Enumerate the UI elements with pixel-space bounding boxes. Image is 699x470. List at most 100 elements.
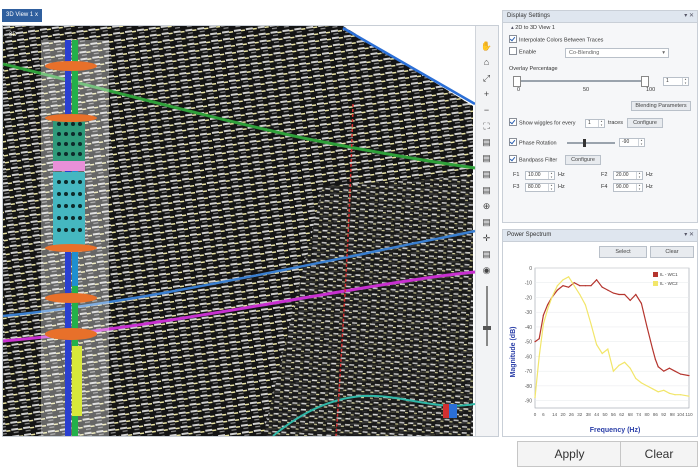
data-point — [568, 276, 570, 278]
wiggles-option[interactable]: Show wiggles for every — [509, 118, 576, 128]
panel-controls-icon[interactable]: ▾ ✕ — [684, 13, 694, 19]
layer-icon[interactable]: ▤ — [482, 249, 491, 259]
x-tick-label: 80 — [644, 412, 650, 417]
x-tick-label: 92 — [661, 412, 667, 417]
close-icon[interactable]: x — [35, 12, 38, 18]
slider-max-handle[interactable] — [641, 76, 649, 87]
camera-icon[interactable]: ◉ — [482, 265, 491, 275]
zoom-in-icon[interactable]: + — [483, 89, 490, 99]
spin-arrows-icon[interactable]: ▴ ▾ — [548, 183, 554, 191]
data-point — [579, 293, 581, 296]
spectrum-clear-button[interactable]: Clear — [650, 246, 694, 258]
layer-icon[interactable]: ▤ — [482, 137, 491, 147]
x-tick-label: 6 — [542, 412, 545, 417]
spin-arrows-icon[interactable]: ▴ ▾ — [548, 171, 554, 179]
collapse-icon[interactable]: ▴ — [511, 25, 514, 31]
view-tab-label: 3D View 1 — [6, 12, 34, 18]
home-icon[interactable]: ⌂ — [483, 57, 490, 67]
layer-icon[interactable]: ▤ — [482, 153, 491, 163]
wiggles-input[interactable]: 1 ▴ ▾ — [585, 119, 605, 128]
bandpass-option[interactable]: Bandpass Filter — [509, 155, 558, 165]
zoom-slider-handle[interactable] — [483, 326, 491, 330]
data-point — [538, 355, 540, 358]
spin-arrows-icon[interactable]: ▴ ▾ — [682, 77, 688, 85]
extent-icon[interactable]: ⛶ — [483, 121, 490, 131]
data-point — [551, 296, 553, 299]
slider-mid-label: 50 — [583, 87, 590, 93]
data-point — [652, 348, 654, 350]
data-point — [624, 361, 626, 363]
power-spectrum-panel: Power Spectrum ▾ ✕ Select Clear Magnitud… — [502, 229, 698, 437]
f4-value: 90.00 — [616, 184, 629, 190]
spin-arrows-icon[interactable]: ▴ ▾ — [598, 119, 604, 127]
y-tick-label: -90 — [525, 399, 532, 405]
f1-input[interactable]: 10.00 ▴ ▾ — [525, 171, 555, 180]
phase-value-input[interactable]: -90 ▴ ▾ — [619, 138, 645, 147]
interpolate-option[interactable]: Interpolate Colors Between Traces — [509, 35, 604, 45]
view-toolbar: ✋ ⌂ ⤢ + − ⛶ ▤ ▤ ▤ ▤ ⊕ ▤ ✛ ▤ ◉ — [475, 26, 498, 436]
f2-input[interactable]: 20.00 ▴ ▾ — [613, 171, 643, 180]
enable-option[interactable]: Enable — [509, 47, 537, 57]
phase-slider[interactable] — [567, 139, 615, 147]
wiggles-checkbox[interactable] — [509, 118, 517, 126]
bandpass-checkbox[interactable] — [509, 155, 517, 163]
spectrum-select-button[interactable]: Select — [599, 246, 647, 258]
enable-label: Enable — [519, 49, 537, 56]
zoom-out-icon[interactable]: − — [483, 105, 490, 115]
blend-mode-select[interactable]: Co-Blending ▾ — [565, 48, 669, 58]
legend-swatch — [653, 272, 658, 277]
overlay-value-input[interactable]: 1 ▴ ▾ — [663, 77, 689, 86]
layer-icon[interactable]: ▤ — [482, 169, 491, 179]
data-point — [652, 388, 654, 390]
data-point — [562, 279, 564, 281]
data-point — [584, 304, 586, 306]
display-settings-title: Display Settings — [507, 13, 551, 19]
data-point — [668, 392, 670, 394]
fit-icon[interactable]: ⤢ — [482, 73, 491, 83]
bandpass-label: Bandpass Filter — [519, 157, 558, 164]
overlay-slider[interactable] — [511, 76, 651, 87]
clear-button[interactable]: Clear — [620, 441, 698, 467]
hand-icon[interactable]: ✋ — [480, 41, 493, 51]
slider-min-label: 0 — [517, 87, 521, 93]
overlay-value: 1 — [666, 78, 669, 84]
data-point — [590, 285, 592, 287]
f3-input[interactable]: 80.00 ▴ ▾ — [525, 183, 555, 192]
interpolate-checkbox[interactable] — [509, 35, 517, 43]
data-point — [680, 394, 682, 396]
phase-slider-handle[interactable] — [583, 139, 586, 147]
enable-checkbox[interactable] — [509, 47, 517, 55]
legend-swatch — [653, 281, 658, 286]
bandpass-configure-button[interactable]: Configure — [565, 155, 601, 165]
x-tick-label: 86 — [653, 412, 659, 417]
y-tick-label: -20 — [525, 295, 532, 301]
x-tick-label: 74 — [636, 412, 642, 417]
spin-arrows-icon[interactable]: ▴ ▾ — [636, 171, 642, 179]
f4-input[interactable]: 90.00 ▴ ▾ — [613, 183, 643, 192]
apply-button[interactable]: Apply — [517, 441, 622, 467]
slider-max-label: 100 — [646, 87, 656, 93]
wiggles-configure-button[interactable]: Configure — [627, 118, 663, 128]
phase-option[interactable]: Phase Rotation — [509, 138, 557, 148]
blending-parameters-button[interactable]: Blending Parameters — [631, 101, 691, 111]
y-tick-label: -30 — [525, 310, 532, 316]
panel-controls-icon[interactable]: ▾ ✕ — [684, 232, 694, 238]
data-point — [601, 286, 603, 288]
spin-arrows-icon[interactable]: ▴ ▾ — [638, 138, 644, 146]
y-axis-label: Magnitude (dB) — [510, 327, 517, 378]
hz-unit: Hz — [646, 172, 653, 178]
spin-arrows-icon[interactable]: ▴ ▾ — [636, 183, 642, 191]
interpolate-label: Interpolate Colors Between Traces — [519, 37, 604, 44]
x-tick-label: 62 — [619, 412, 625, 417]
zoom-icon[interactable]: ⊕ — [482, 201, 491, 211]
slider-min-handle[interactable] — [513, 76, 521, 87]
x-tick-label: 26 — [569, 412, 575, 417]
layer-icon[interactable]: ▤ — [482, 185, 491, 195]
phase-checkbox[interactable] — [509, 138, 517, 146]
seismic-viewport[interactable]: 3D ✋ ⌂ ⤢ + − ⛶ ▤ ▤ ▤ ▤ ⊕ ▤ ✛ ▤ ◉ — [2, 25, 499, 437]
view-tab[interactable]: 3D View 1 x — [2, 9, 42, 22]
layer-icon[interactable]: ▤ — [482, 217, 491, 227]
crosshair-icon[interactable]: ✛ — [482, 233, 491, 243]
zoom-slider[interactable] — [483, 286, 491, 346]
display-settings-title-bar: Display Settings ▾ ✕ — [503, 11, 697, 23]
